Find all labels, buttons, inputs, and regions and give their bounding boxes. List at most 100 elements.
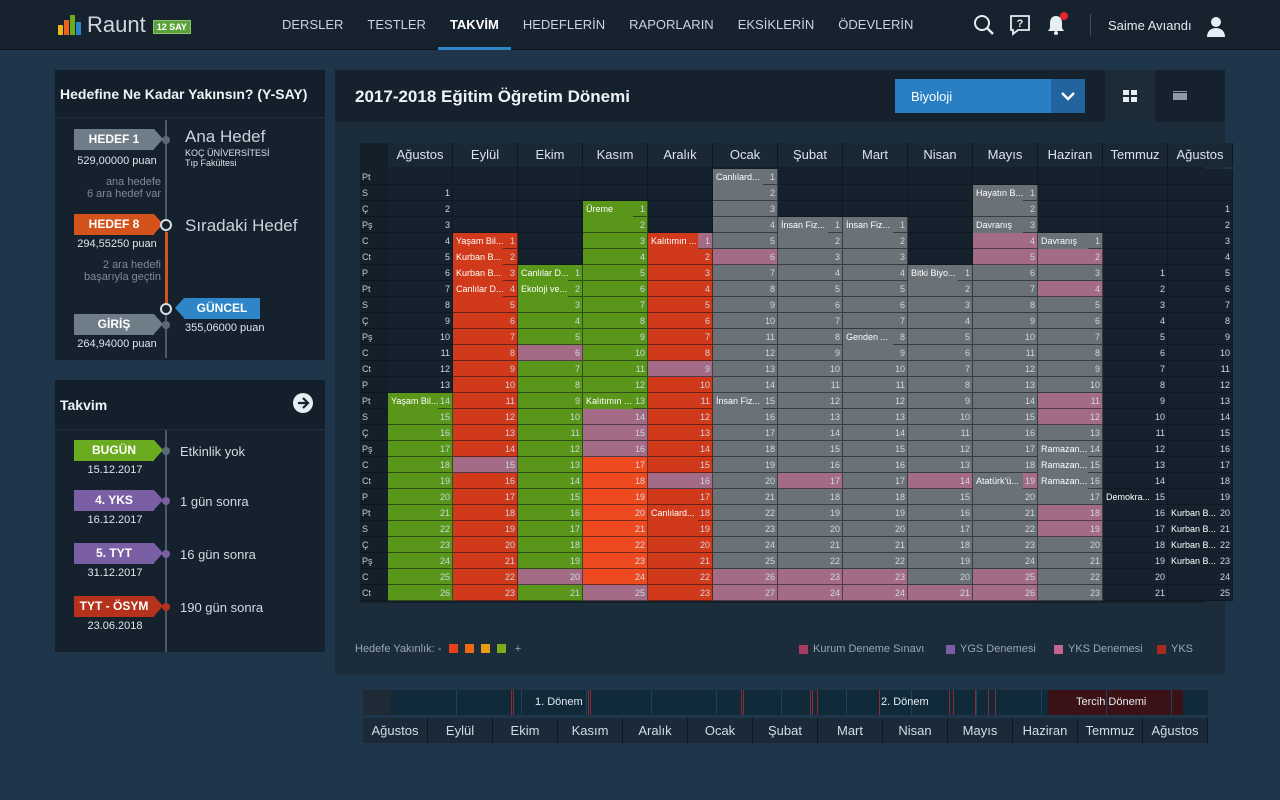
- day-cell[interactable]: 3: [843, 249, 908, 265]
- day-cell[interactable]: 2: [388, 201, 453, 217]
- day-cell[interactable]: 23: [843, 569, 908, 585]
- day-cell[interactable]: 5: [648, 297, 713, 313]
- calendar-event[interactable]: Ramazan...: [1038, 473, 1088, 489]
- day-cell[interactable]: 5: [973, 249, 1038, 265]
- day-cell[interactable]: [1168, 185, 1233, 201]
- day-cell[interactable]: 19: [778, 505, 843, 521]
- day-cell[interactable]: [973, 169, 1038, 185]
- day-cell[interactable]: 1: [1103, 265, 1168, 281]
- day-cell[interactable]: 2: [583, 217, 648, 233]
- day-cell[interactable]: 22: [583, 537, 648, 553]
- day-cell[interactable]: 8: [1168, 313, 1233, 329]
- day-cell[interactable]: 16: [778, 457, 843, 473]
- day-cell[interactable]: 19: [1103, 553, 1168, 569]
- nav-raporlarin[interactable]: RAPORLARIN: [629, 17, 714, 32]
- day-cell[interactable]: 26: [973, 585, 1038, 601]
- day-cell[interactable]: 10: [388, 329, 453, 345]
- calendar-event[interactable]: Bitki Biyo...: [908, 265, 958, 281]
- day-cell[interactable]: 12: [843, 393, 908, 409]
- day-cell[interactable]: 2: [908, 281, 973, 297]
- day-cell[interactable]: 11: [583, 361, 648, 377]
- day-cell[interactable]: 16: [388, 425, 453, 441]
- day-cell[interactable]: 9: [518, 393, 583, 409]
- day-cell[interactable]: 17: [1168, 457, 1233, 473]
- day-cell[interactable]: 17: [648, 489, 713, 505]
- day-cell[interactable]: [388, 169, 453, 185]
- day-cell[interactable]: 10: [1103, 409, 1168, 425]
- day-cell[interactable]: 9: [1103, 393, 1168, 409]
- day-cell[interactable]: 13: [908, 457, 973, 473]
- calendar-event[interactable]: Kalıtımın ...: [648, 233, 698, 249]
- day-cell[interactable]: [518, 185, 583, 201]
- day-cell[interactable]: 11: [973, 345, 1038, 361]
- day-cell[interactable]: 16: [518, 505, 583, 521]
- day-cell[interactable]: 6: [1103, 345, 1168, 361]
- nav-takvim[interactable]: TAKVİM: [437, 0, 511, 50]
- day-cell[interactable]: 8: [648, 345, 713, 361]
- day-cell[interactable]: 15: [908, 489, 973, 505]
- day-cell[interactable]: 10: [1038, 377, 1103, 393]
- event-text-0[interactable]: Etkinlik yok: [180, 444, 246, 459]
- day-cell[interactable]: 19: [908, 553, 973, 569]
- day-cell[interactable]: 12: [648, 409, 713, 425]
- day-cell[interactable]: 20: [453, 537, 518, 553]
- day-cell[interactable]: 4: [713, 217, 778, 233]
- day-cell[interactable]: [1038, 185, 1103, 201]
- day-cell[interactable]: 5: [518, 329, 583, 345]
- day-cell[interactable]: 18: [843, 489, 908, 505]
- day-cell[interactable]: 7: [713, 265, 778, 281]
- day-cell[interactable]: 24: [1168, 569, 1233, 585]
- day-cell[interactable]: 6: [778, 297, 843, 313]
- day-cell[interactable]: 21: [713, 489, 778, 505]
- day-cell[interactable]: 19: [713, 457, 778, 473]
- day-cell[interactable]: 8: [1038, 345, 1103, 361]
- day-cell[interactable]: 10: [843, 361, 908, 377]
- calendar-event[interactable]: İnsan Fiz...: [778, 217, 828, 233]
- day-cell[interactable]: 14: [1168, 409, 1233, 425]
- day-cell[interactable]: 4: [1103, 313, 1168, 329]
- day-cell[interactable]: 4: [973, 233, 1038, 249]
- calendar-event[interactable]: İnsan Fiz...: [713, 393, 763, 409]
- day-cell[interactable]: 10: [908, 409, 973, 425]
- day-cell[interactable]: 11: [388, 345, 453, 361]
- day-cell[interactable]: 23: [388, 537, 453, 553]
- day-cell[interactable]: 2: [1103, 281, 1168, 297]
- day-cell[interactable]: 17: [713, 425, 778, 441]
- day-cell[interactable]: 27: [713, 585, 778, 601]
- day-cell[interactable]: 4: [518, 313, 583, 329]
- day-cell[interactable]: 17: [1038, 489, 1103, 505]
- bell-icon[interactable]: [1044, 12, 1068, 37]
- day-cell[interactable]: 18: [973, 457, 1038, 473]
- day-cell[interactable]: 9: [843, 345, 908, 361]
- day-cell[interactable]: 12: [778, 393, 843, 409]
- calendar-event[interactable]: Kurban B...: [1168, 505, 1218, 521]
- calendar-event[interactable]: Kurban B...: [1168, 537, 1218, 553]
- day-cell[interactable]: 17: [453, 489, 518, 505]
- day-cell[interactable]: [908, 185, 973, 201]
- day-cell[interactable]: 5: [1103, 329, 1168, 345]
- day-cell[interactable]: 8: [713, 281, 778, 297]
- day-cell[interactable]: 7: [388, 281, 453, 297]
- day-cell[interactable]: 9: [778, 345, 843, 361]
- day-cell[interactable]: 14: [713, 377, 778, 393]
- day-cell[interactable]: [908, 169, 973, 185]
- day-cell[interactable]: [908, 249, 973, 265]
- day-cell[interactable]: 19: [1038, 521, 1103, 537]
- day-cell[interactable]: [453, 217, 518, 233]
- day-cell[interactable]: 21: [453, 553, 518, 569]
- day-cell[interactable]: 4: [1168, 249, 1233, 265]
- calendar-event[interactable]: Canlılar D...: [453, 281, 503, 297]
- day-cell[interactable]: [843, 201, 908, 217]
- day-cell[interactable]: 11: [453, 393, 518, 409]
- day-cell[interactable]: 5: [713, 233, 778, 249]
- day-cell[interactable]: 6: [713, 249, 778, 265]
- day-cell[interactable]: 17: [388, 441, 453, 457]
- day-cell[interactable]: 2: [1168, 217, 1233, 233]
- day-cell[interactable]: 17: [908, 521, 973, 537]
- day-cell[interactable]: 23: [713, 521, 778, 537]
- day-cell[interactable]: 25: [583, 585, 648, 601]
- day-cell[interactable]: 12: [388, 361, 453, 377]
- day-cell[interactable]: 18: [453, 505, 518, 521]
- day-cell[interactable]: 23: [453, 585, 518, 601]
- day-cell[interactable]: 6: [908, 345, 973, 361]
